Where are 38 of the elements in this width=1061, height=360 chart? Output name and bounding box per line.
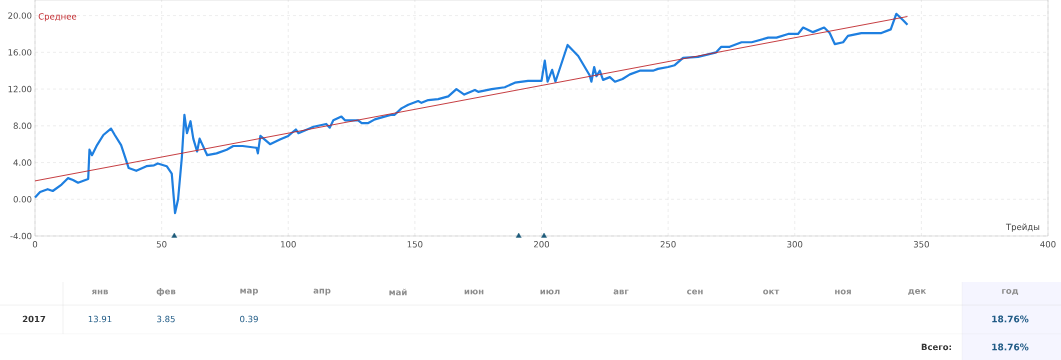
text: 0.39 [240, 315, 258, 323]
text: 2017 [22, 315, 46, 323]
x-axis-title: Трейды [1005, 223, 1040, 232]
y-tick-label: 12.00 [8, 85, 32, 93]
y-tick-label: 4.00 [13, 159, 32, 166]
text: 3.85 [157, 315, 175, 323]
x-tick-label: 300 [787, 241, 803, 248]
x-tick-label: 100 [281, 241, 296, 248]
y-tick-label: 0.00 [13, 196, 32, 203]
text: июн [464, 289, 484, 295]
text: сен [687, 289, 703, 295]
text: 18.76% [992, 315, 1029, 323]
text: май [389, 288, 407, 296]
x-tick-label: 250 [660, 241, 676, 248]
text: ноя [835, 289, 851, 295]
x-tick-label: 0 [32, 241, 38, 248]
text: Среднее [38, 13, 77, 22]
y-tick-label: -4.00 [10, 232, 32, 240]
text: июл [540, 289, 560, 295]
y-tick-label: 8.00 [13, 122, 32, 130]
y-tick-label: 16.00 [8, 49, 32, 56]
text: год [1002, 289, 1019, 295]
y-tick-label: 20.00 [8, 12, 32, 19]
text: апр [313, 288, 331, 296]
text: 13.91 [88, 315, 112, 323]
text: мар [240, 288, 259, 296]
text: 18.76% [992, 343, 1029, 351]
text: окт [763, 289, 780, 295]
text: янв [91, 289, 108, 295]
text: Всего: [921, 343, 952, 351]
x-tick-label: 50 [156, 241, 167, 248]
text: авг [613, 289, 629, 295]
x-tick-label: 350 [913, 241, 929, 248]
text: дек [908, 289, 927, 295]
x-tick-label: 200 [534, 241, 550, 248]
text: фев [156, 287, 176, 297]
x-tick-label: 400 [1040, 241, 1056, 248]
x-tick-label: 150 [407, 241, 423, 248]
